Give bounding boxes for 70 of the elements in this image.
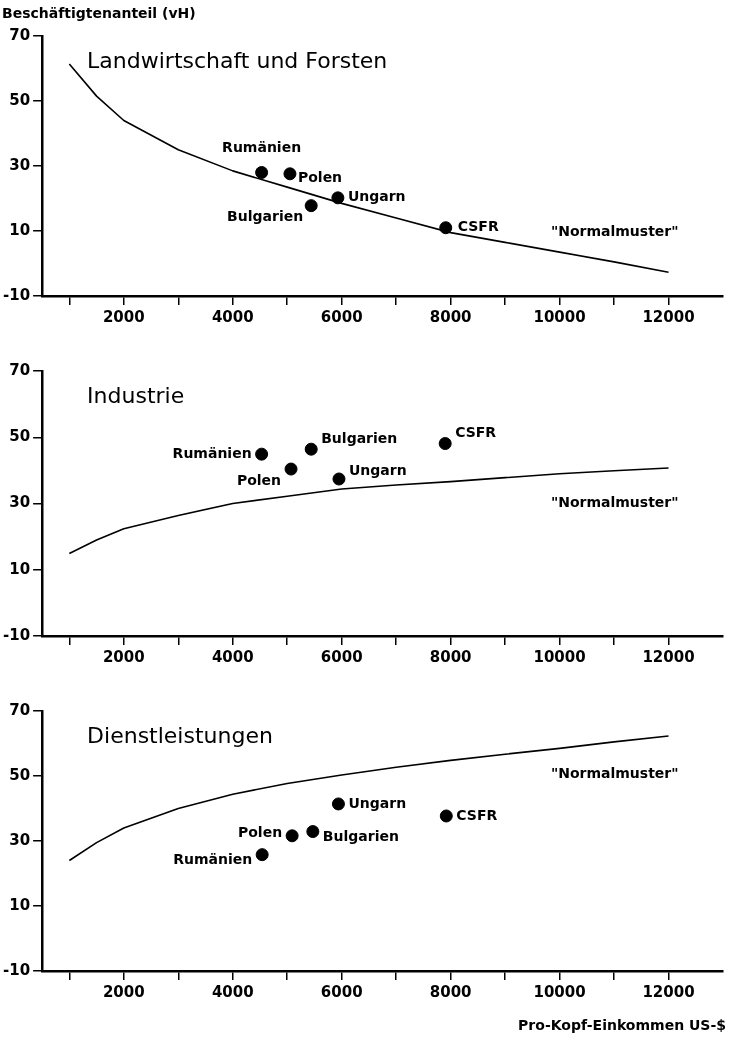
x-tick-label: 8000 xyxy=(429,307,472,326)
annotation: Polen xyxy=(237,824,283,841)
annotation: Bulgarien xyxy=(227,208,304,225)
annotation: Ungarn xyxy=(348,794,407,811)
point xyxy=(439,809,453,823)
x-tick-label: 6000 xyxy=(320,307,363,326)
x-tick-label: 12000 xyxy=(642,307,695,326)
point xyxy=(283,167,297,181)
x-tick-label: 12000 xyxy=(642,647,695,666)
annotation: Ungarn xyxy=(347,188,406,205)
point xyxy=(304,442,318,456)
y-tick-label: 50 xyxy=(9,90,31,109)
x-tick-label: 2000 xyxy=(102,982,145,1001)
y-tick-label: 30 xyxy=(9,830,31,849)
annotation: Rumänien xyxy=(172,444,252,461)
x-tick-label: 10000 xyxy=(533,647,586,666)
y-tick-label: -10 xyxy=(2,285,31,304)
annotation: Rumänien xyxy=(173,851,253,868)
annotation: CSFR xyxy=(455,424,497,441)
y-tick-label: 30 xyxy=(9,493,31,512)
annotation: Bulgarien xyxy=(322,828,399,845)
x-tick-label: 4000 xyxy=(211,307,254,326)
series-label: "Normalmuster" xyxy=(550,222,679,239)
point xyxy=(304,199,318,213)
y-tick-label: -10 xyxy=(2,960,31,979)
text: Landwirtschaft und Forsten xyxy=(87,47,388,73)
y-tick-label: -10 xyxy=(2,625,31,644)
y-tick-label: 10 xyxy=(9,559,31,578)
x-tick-label: 8000 xyxy=(429,647,472,666)
point xyxy=(331,191,345,205)
point xyxy=(284,462,298,476)
series-label: "Normalmuster" xyxy=(550,764,679,781)
annotation: CSFR xyxy=(457,218,499,235)
y-tick-label: 30 xyxy=(9,155,31,174)
y-axis-title: Beschäftigtenanteil (vH) xyxy=(2,4,196,21)
annotation: Ungarn xyxy=(348,461,407,478)
point xyxy=(438,437,452,451)
text: Dienstleistungen xyxy=(87,722,273,748)
annotation: Rumänien xyxy=(222,139,302,156)
y-tick-label: 70 xyxy=(9,360,31,379)
x-axis-title: Pro-Kopf-Einkommen US-$ xyxy=(518,1016,726,1033)
annotation: Polen xyxy=(297,169,343,186)
y-tick-label: 10 xyxy=(9,895,31,914)
point xyxy=(255,848,269,862)
annotation: Bulgarien xyxy=(321,429,398,446)
x-tick-label: 2000 xyxy=(102,307,145,326)
x-tick-label: 10000 xyxy=(533,307,586,326)
point xyxy=(306,825,320,839)
text: Industrie xyxy=(87,382,185,408)
x-tick-label: 4000 xyxy=(211,982,254,1001)
annotation: Polen xyxy=(236,471,282,488)
point xyxy=(255,447,269,461)
y-tick-label: 50 xyxy=(9,765,31,784)
x-tick-label: 4000 xyxy=(211,647,254,666)
x-tick-label: 10000 xyxy=(533,982,586,1001)
x-tick-label: 6000 xyxy=(320,982,363,1001)
point xyxy=(255,166,269,179)
x-tick-label: 12000 xyxy=(642,982,695,1001)
y-tick-label: 10 xyxy=(9,220,31,239)
point xyxy=(331,797,345,811)
x-tick-label: 8000 xyxy=(429,982,472,1001)
x-tick-label: 2000 xyxy=(102,647,145,666)
y-tick-label: 70 xyxy=(9,700,31,719)
series-label: "Normalmuster" xyxy=(550,493,679,510)
y-tick-label: 70 xyxy=(9,25,31,44)
annotation: CSFR xyxy=(456,806,498,823)
x-tick-label: 6000 xyxy=(320,647,363,666)
point xyxy=(332,472,346,486)
point xyxy=(285,829,299,843)
y-tick-label: 50 xyxy=(9,427,31,446)
